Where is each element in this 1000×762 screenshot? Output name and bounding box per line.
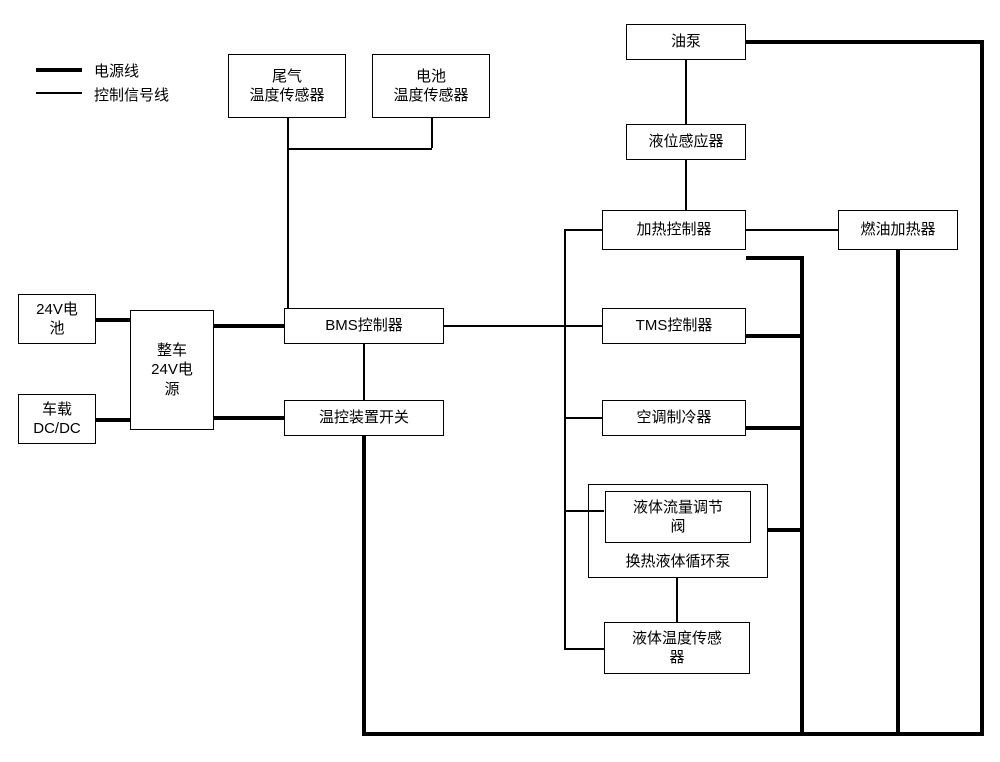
label-liquid-temp: 液体温度传感 器 [632,629,722,668]
box-vehicle-power: 整车 24V电 源 [130,310,214,430]
label-24v-battery: 24V电 池 [36,300,78,339]
conn-batt-temp-h [287,148,432,150]
conn-pump-level [685,60,687,124]
legend-power-label: 电源线 [94,60,139,81]
label-ac-cooler: 空调制冷器 [636,408,711,428]
box-bms: BMS控制器 [284,308,444,344]
box-tms: TMS控制器 [602,308,746,344]
label-tms: TMS控制器 [636,316,713,336]
pwr-bottom-bus [362,732,984,736]
conn-exhaust-bms [287,118,289,308]
legend-signal-line [36,92,82,94]
pwr-pump-h [768,528,804,532]
conn-power-switch [214,416,284,420]
box-24v-battery: 24V电 池 [18,294,96,344]
label-oil-pump: 油泵 [671,32,701,52]
label-fuel-heater: 燃油加热器 [860,220,935,240]
label-vehicle-power: 整车 24V电 源 [151,341,193,400]
label-exhaust-temp: 尾气 温度传感器 [249,67,324,106]
legend-signal-label: 控制信号线 [94,84,169,105]
label-bms: BMS控制器 [325,316,403,336]
conn-bms-tempswitch [363,344,365,400]
conn-batt-temp-down [431,118,433,148]
label-battery-temp: 电池 温度传感器 [393,67,468,106]
box-flow-valve: 液体流量调节 阀 [605,491,751,543]
label-temp-switch: 温控装置开关 [319,408,409,428]
box-fuel-heater: 燃油加热器 [838,210,958,250]
pwr-ac-h [746,426,804,430]
pwr-right-v [980,40,984,736]
conn-batt-power [96,318,130,322]
label-heat-controller: 加热控制器 [636,220,711,240]
conn-spine-liquid [564,648,604,650]
conn-spine-tms [564,325,602,327]
label-circ-pump: 换热液体循环泵 [589,552,767,572]
legend-power-line [36,68,82,72]
pwr-switch-down [362,436,366,736]
box-exhaust-temp-sensor: 尾气 温度传感器 [228,54,346,118]
box-level-sensor: 液位感应器 [626,124,746,160]
label-flow-valve: 液体流量调节 阀 [633,498,723,537]
label-level-sensor: 液位感应器 [648,132,723,152]
conn-level-heat [685,160,687,210]
box-circulation-pump: 液体流量调节 阀 换热液体循环泵 [588,484,768,578]
box-battery-temp-sensor: 电池 温度传感器 [372,54,490,118]
pwr-heat-out-h [746,256,804,260]
conn-spine-thin [564,229,566,649]
pwr-top-right-h [746,40,984,44]
box-ac-cooler: 空调制冷器 [602,400,746,436]
pwr-fuel-heater-v [896,250,900,736]
conn-power-bms [214,324,284,328]
conn-dcdc-power [96,418,130,422]
pwr-tms-h [746,334,804,338]
box-temp-switch: 温控装置开关 [284,400,444,436]
conn-spine-heat [564,229,602,231]
box-oil-pump: 油泵 [626,24,746,60]
conn-heat-fuel [746,229,838,231]
box-heat-controller: 加热控制器 [602,210,746,250]
conn-pump-liquid [676,578,678,622]
box-onboard-dcdc: 车载 DC/DC [18,394,96,444]
pwr-mid-v [800,256,804,736]
box-liquid-temp-sensor: 液体温度传感 器 [604,622,750,674]
conn-spine-valve [564,510,604,512]
label-onboard-dcdc: 车载 DC/DC [33,400,81,439]
conn-spine-ac [564,417,602,419]
